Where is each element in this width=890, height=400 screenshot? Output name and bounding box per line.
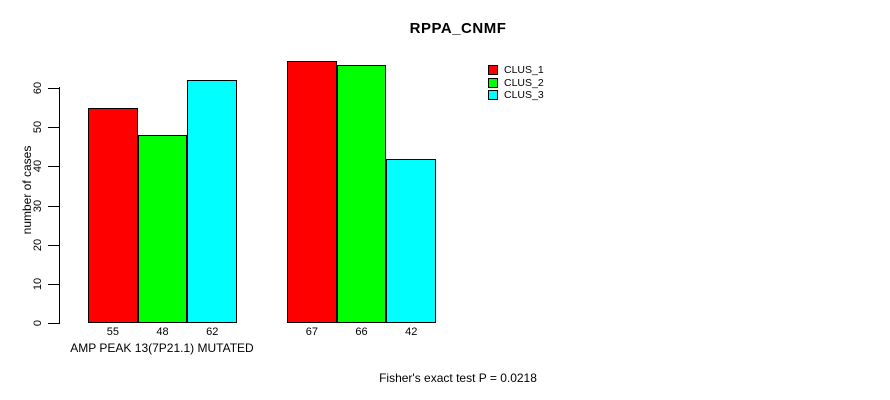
legend-color-swatch bbox=[488, 77, 498, 88]
bar-value-label: 55 bbox=[106, 326, 119, 338]
bar-clus_2-group1 bbox=[137, 135, 188, 323]
legend: CLUS_1 CLUS_2 CLUS_3 bbox=[488, 64, 544, 102]
chart-title: RPPA_CNMF bbox=[409, 20, 507, 37]
y-axis-line bbox=[59, 87, 60, 324]
y-axis-tick bbox=[48, 166, 59, 168]
x-axis-group-label: AMP PEAK 13(7P21.1) MUTATED bbox=[70, 341, 254, 355]
legend-color-swatch bbox=[488, 90, 498, 101]
y-axis-tick bbox=[48, 323, 59, 324]
y-axis-tick bbox=[48, 283, 59, 285]
bar-clus_1-group2 bbox=[287, 60, 337, 323]
legend-item-clus_2: CLUS_2 bbox=[488, 77, 544, 90]
bar-clus_3-group2 bbox=[386, 158, 437, 323]
bar-value-label: 42 bbox=[405, 326, 418, 338]
legend-item-clus_1: CLUS_1 bbox=[488, 64, 544, 77]
legend-color-swatch bbox=[488, 65, 498, 76]
y-axis-tick-label: 10 bbox=[32, 277, 44, 290]
y-axis-tick-label: 20 bbox=[32, 238, 44, 251]
y-axis-tick-label: 0 bbox=[32, 319, 44, 327]
bar-clus_1-group1 bbox=[88, 107, 138, 323]
y-axis-tick-label: 50 bbox=[32, 121, 44, 134]
y-axis-tick bbox=[48, 88, 59, 89]
y-axis-tick-label: 30 bbox=[32, 199, 44, 212]
y-axis-tick-label: 60 bbox=[32, 81, 44, 95]
y-axis-tick-label: 40 bbox=[32, 160, 44, 173]
bar-value-label: 48 bbox=[156, 326, 169, 338]
bar-value-label: 62 bbox=[206, 326, 219, 338]
fisher-test-footnote: Fisher's exact test P = 0.0218 bbox=[379, 371, 537, 385]
legend-item-label: CLUS_2 bbox=[504, 76, 544, 89]
legend-item-label: CLUS_1 bbox=[504, 64, 544, 76]
bar-value-label: 67 bbox=[305, 326, 318, 338]
legend-item-clus_3: CLUS_3 bbox=[488, 89, 544, 102]
legend-item-label: CLUS_3 bbox=[504, 89, 544, 101]
bar-clus_2-group2 bbox=[336, 64, 387, 323]
y-axis-tick bbox=[48, 127, 59, 129]
y-axis-tick bbox=[48, 205, 59, 207]
y-axis-tick bbox=[48, 244, 59, 246]
bar-clus_3-group1 bbox=[187, 80, 238, 323]
bar-value-label: 66 bbox=[355, 326, 368, 338]
